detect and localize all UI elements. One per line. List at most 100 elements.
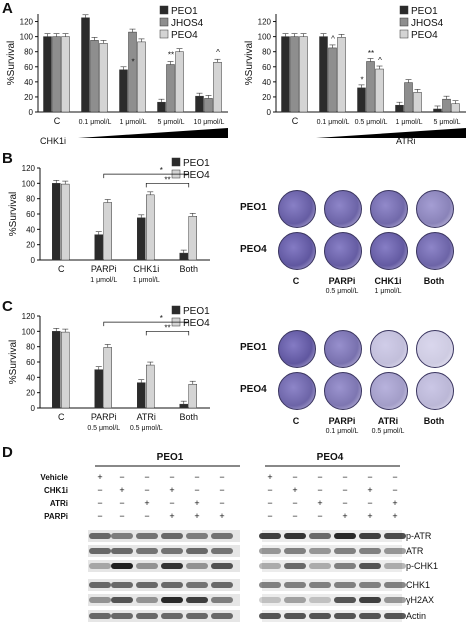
legend-swatch	[171, 305, 181, 315]
treatment-mark: −	[292, 511, 297, 521]
bar	[433, 108, 442, 113]
bar	[61, 36, 70, 113]
blot-band	[284, 533, 306, 539]
sig-bracket	[145, 330, 190, 336]
blot-band	[259, 563, 281, 569]
treatment-mark: −	[267, 511, 272, 521]
sig-bracket	[145, 182, 190, 188]
x-tick-label: PARPi	[91, 412, 117, 422]
x-tick-label: C	[58, 264, 65, 274]
blot-band	[111, 597, 133, 603]
treatment-mark: −	[119, 472, 124, 482]
condition-label: Vehicle	[40, 473, 68, 482]
treatment-mark: +	[97, 472, 102, 482]
protein-label: Actin	[406, 611, 426, 621]
bar	[188, 216, 197, 261]
bar	[61, 183, 70, 261]
x-tick-label: Both	[179, 264, 198, 274]
bar	[281, 36, 290, 113]
colony-dishes-b: PEO1 PEO4 C PARPi 0.5 μmol/L CHK1i 1 μmol/L Bot…	[240, 190, 474, 300]
dish-col-label: ATRi	[377, 416, 399, 426]
blot-band	[89, 533, 111, 539]
y-tick-label: 100	[22, 327, 36, 336]
y-tick-label: 80	[26, 195, 35, 204]
blot-band	[384, 582, 406, 588]
treatment-mark: −	[144, 472, 149, 482]
blot-band	[309, 548, 331, 554]
bar	[52, 183, 61, 261]
blot-band	[334, 563, 356, 569]
colony-dish	[416, 330, 454, 368]
blot-band	[161, 582, 183, 588]
cell-line-label: PEO4	[317, 452, 344, 463]
x-tick-label: 5 μmol/L	[158, 119, 185, 126]
legend-label: PEO1	[183, 158, 210, 169]
blot-band	[384, 533, 406, 539]
treatment-mark: −	[169, 498, 174, 508]
bar	[81, 17, 90, 113]
bar	[442, 98, 451, 113]
blot-band	[359, 563, 381, 569]
y-tick-label: 120	[20, 18, 34, 27]
dish-row-label: PEO1	[240, 342, 267, 353]
x-tick-label: 1 μmol/L	[120, 119, 147, 126]
dish-dose-label: 0.5 μmol/L	[371, 428, 405, 435]
y-tick-label: 80	[24, 48, 33, 57]
legend-label: PEO4	[183, 170, 210, 181]
panel-label-b: B	[2, 150, 13, 167]
blot-band	[334, 548, 356, 554]
y-tick-label: 40	[26, 225, 35, 234]
panel-label-d: D	[2, 444, 13, 461]
bar	[299, 36, 308, 113]
blot-band	[111, 582, 133, 588]
panel-label-a: A	[2, 0, 13, 17]
treatment-mark: +	[317, 498, 322, 508]
blot-band	[384, 597, 406, 603]
treatment-mark: −	[317, 485, 322, 495]
blot-band	[186, 597, 208, 603]
treatment-mark: +	[144, 498, 149, 508]
significance-mark: ^	[331, 35, 335, 44]
blot-band	[309, 597, 331, 603]
legend-label: PEO4	[411, 30, 438, 41]
blot-band	[334, 613, 356, 619]
significance-mark: **	[168, 50, 174, 59]
treatment-mark: +	[367, 485, 372, 495]
colony-dish	[416, 190, 454, 228]
protein-label: p-ATR	[406, 531, 432, 541]
dose-wedge	[78, 128, 228, 138]
treatment-mark: −	[144, 485, 149, 495]
sig-bracket	[103, 321, 190, 327]
bar	[166, 64, 175, 113]
legend-label: PEO1	[183, 306, 210, 317]
treatment-mark: −	[119, 498, 124, 508]
y-tick-label: 60	[26, 210, 35, 219]
treatment-mark: −	[267, 498, 272, 508]
treatment-mark: −	[194, 472, 199, 482]
colony-dish	[416, 232, 454, 270]
blot-band	[186, 563, 208, 569]
blot-band	[309, 582, 331, 588]
treatment-mark: +	[367, 511, 372, 521]
treatment-mark: +	[194, 498, 199, 508]
blot-band	[284, 548, 306, 554]
blot-band	[359, 613, 381, 619]
treatment-mark: −	[342, 485, 347, 495]
treatment-mark: −	[392, 472, 397, 482]
x-tick-label: 10 μmol/L	[194, 119, 225, 126]
bar	[337, 37, 346, 113]
bar	[137, 382, 146, 409]
treatment-mark: −	[367, 472, 372, 482]
blot-band	[211, 533, 233, 539]
bar	[328, 47, 337, 113]
colony-dish	[324, 330, 362, 368]
blot-band	[89, 597, 111, 603]
dish-dose-label: 0.1 μmol/L	[325, 428, 359, 435]
colony-dish	[324, 232, 362, 270]
bar	[366, 61, 375, 113]
y-axis-label: %Survival	[8, 192, 19, 236]
blot-band	[334, 597, 356, 603]
bar	[94, 234, 103, 261]
colony-dishes-c: PEO1 PEO4 C PARPi 0.1 μmol/L ATRi 0.5 μmol/L Bo…	[240, 330, 474, 445]
